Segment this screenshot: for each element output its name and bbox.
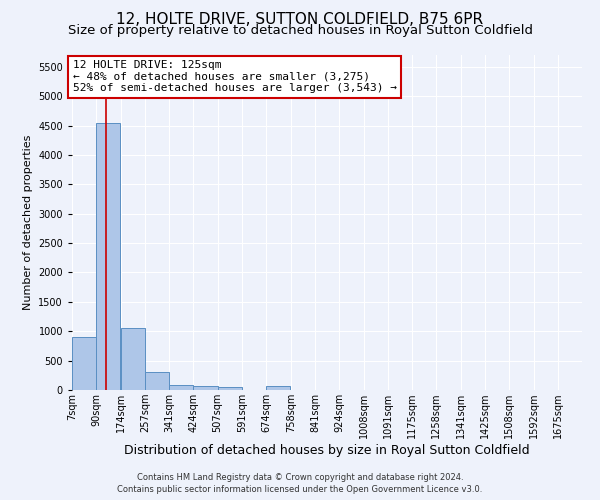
Y-axis label: Number of detached properties: Number of detached properties bbox=[23, 135, 32, 310]
X-axis label: Distribution of detached houses by size in Royal Sutton Coldfield: Distribution of detached houses by size … bbox=[124, 444, 530, 457]
Text: 12, HOLTE DRIVE, SUTTON COLDFIELD, B75 6PR: 12, HOLTE DRIVE, SUTTON COLDFIELD, B75 6… bbox=[116, 12, 484, 28]
Bar bbox=[145, 372, 169, 390]
Bar bbox=[121, 328, 145, 390]
Bar bbox=[266, 386, 290, 390]
Bar bbox=[218, 387, 242, 390]
Bar bbox=[169, 386, 193, 390]
Text: Size of property relative to detached houses in Royal Sutton Coldfield: Size of property relative to detached ho… bbox=[67, 24, 533, 37]
Text: 12 HOLTE DRIVE: 125sqm
← 48% of detached houses are smaller (3,275)
52% of semi-: 12 HOLTE DRIVE: 125sqm ← 48% of detached… bbox=[73, 60, 397, 93]
Bar bbox=[193, 386, 218, 390]
Text: Contains HM Land Registry data © Crown copyright and database right 2024.
Contai: Contains HM Land Registry data © Crown c… bbox=[118, 472, 482, 494]
Bar bbox=[72, 337, 96, 390]
Bar bbox=[96, 122, 121, 390]
